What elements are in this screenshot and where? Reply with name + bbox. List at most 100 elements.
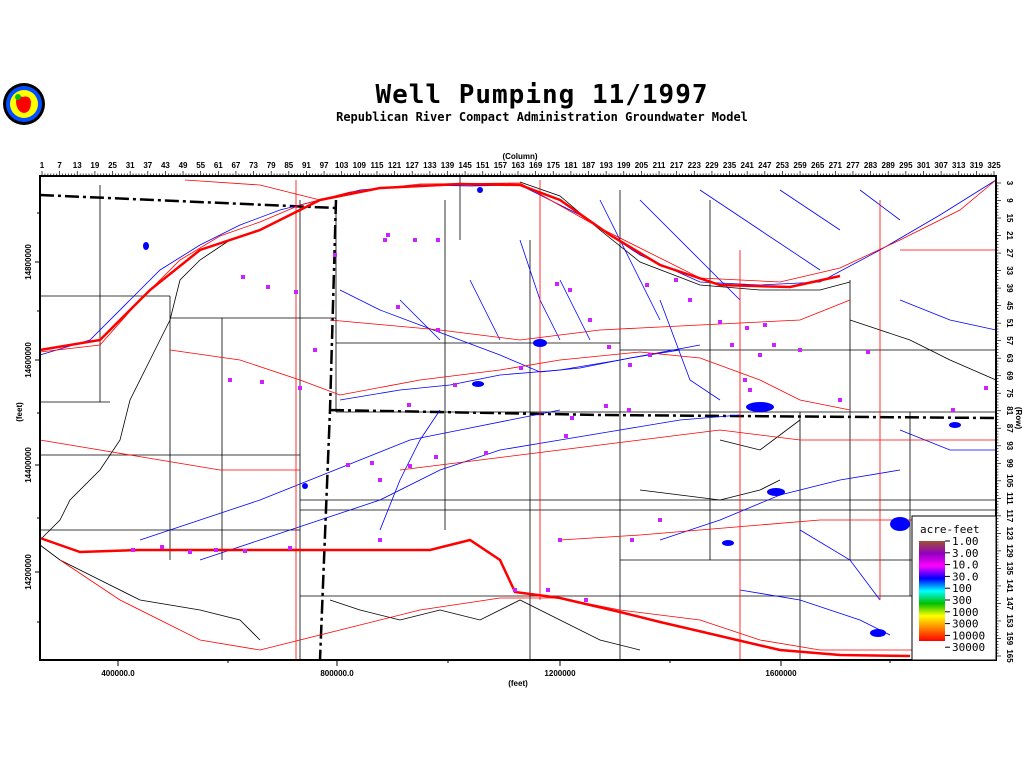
top-axis-tick-label: 31 bbox=[126, 161, 135, 170]
well-point bbox=[838, 398, 842, 402]
well-point bbox=[588, 318, 592, 322]
well-point bbox=[396, 305, 400, 309]
top-axis-tick-label: 199 bbox=[617, 161, 631, 170]
top-axis-tick-label: 181 bbox=[564, 161, 578, 170]
top-axis-tick-label: 163 bbox=[511, 161, 525, 170]
right-axis-tick-label: 135 bbox=[1005, 562, 1014, 576]
well-point bbox=[288, 546, 292, 550]
top-axis-tick-label: 253 bbox=[776, 161, 790, 170]
right-axis-tick-label: 3 bbox=[1005, 181, 1014, 186]
top-axis-tick-label: 289 bbox=[882, 161, 896, 170]
well-point bbox=[260, 380, 264, 384]
right-axis-tick-label: 33 bbox=[1005, 266, 1014, 275]
top-axis-tick-label: 223 bbox=[688, 161, 702, 170]
top-axis-tick-label: 277 bbox=[846, 161, 860, 170]
well-point bbox=[383, 238, 387, 242]
top-axis-tick-label: 37 bbox=[143, 161, 152, 170]
top-axis-tick-label: 259 bbox=[793, 161, 807, 170]
top-axis-tick-label: 85 bbox=[284, 161, 293, 170]
legend-label: 300 bbox=[952, 594, 972, 607]
well-point bbox=[555, 282, 559, 286]
right-axis-tick-label: 147 bbox=[1005, 597, 1014, 611]
top-axis-tick-label: 19 bbox=[90, 161, 99, 170]
well-point bbox=[214, 548, 218, 552]
well-point bbox=[570, 416, 574, 420]
right-axis-tick-label: 99 bbox=[1005, 459, 1014, 468]
well-point bbox=[584, 598, 588, 602]
top-axis-tick-label: 43 bbox=[161, 161, 170, 170]
legend-label: 1000 bbox=[952, 606, 979, 619]
axes: 1 7 13 19 25 31 37 43 49 55 61 67 73 79 85 91 97 103 109 11… bbox=[15, 152, 1023, 688]
well-point bbox=[188, 550, 192, 554]
top-axis-tick-label: 1 bbox=[40, 161, 45, 170]
top-axis-tick-label: 49 bbox=[179, 161, 188, 170]
top-axis-tick-label: 145 bbox=[458, 161, 472, 170]
top-axis-tick-label: 97 bbox=[320, 161, 329, 170]
well-point bbox=[546, 588, 550, 592]
top-axis-tick-label: 25 bbox=[108, 161, 117, 170]
well-point bbox=[513, 588, 517, 592]
well-point bbox=[436, 328, 440, 332]
page-title: Well Pumping 11/1997 bbox=[375, 80, 709, 110]
well-point bbox=[243, 549, 247, 553]
well-point bbox=[160, 545, 164, 549]
bottom-axis-label: (feet) bbox=[508, 679, 528, 688]
left-axis-tick-label: 14600000 bbox=[24, 342, 33, 378]
right-axis-tick-label: 129 bbox=[1005, 544, 1014, 558]
well-point bbox=[648, 353, 652, 357]
well-point bbox=[228, 378, 232, 382]
top-axis-tick-label: 157 bbox=[494, 161, 508, 170]
well-point bbox=[346, 463, 350, 467]
well-point bbox=[645, 283, 649, 287]
top-axis-tick-label: 7 bbox=[57, 161, 62, 170]
well-point bbox=[378, 538, 382, 542]
well-point bbox=[658, 518, 662, 522]
left-axis-tick-label: 14400000 bbox=[24, 447, 33, 483]
well-point bbox=[763, 323, 767, 327]
top-axis-tick-label: 121 bbox=[388, 161, 402, 170]
top-axis-tick-label: 295 bbox=[899, 161, 913, 170]
right-axis-label: (Row) bbox=[1014, 407, 1023, 430]
legend-label: 3.00 bbox=[952, 547, 979, 560]
right-axis-tick-label: 87 bbox=[1005, 424, 1014, 433]
well-point bbox=[298, 386, 302, 390]
right-axis-tick-label: 159 bbox=[1005, 632, 1014, 646]
well-point bbox=[748, 388, 752, 392]
right-axis-tick-label: 141 bbox=[1005, 579, 1014, 593]
well-point bbox=[407, 403, 411, 407]
top-axis-tick-label: 325 bbox=[987, 161, 1001, 170]
well-point bbox=[628, 363, 632, 367]
top-axis-tick-label: 307 bbox=[934, 161, 948, 170]
left-axis-tick-label: 14800000 bbox=[24, 244, 33, 280]
top-axis-tick-label: 271 bbox=[829, 161, 843, 170]
streams bbox=[39, 179, 997, 636]
right-axis-tick-label: 51 bbox=[1005, 319, 1014, 328]
well-point bbox=[688, 298, 692, 302]
county-boundaries bbox=[39, 176, 997, 660]
top-axis-tick-label: 109 bbox=[353, 161, 367, 170]
well-point bbox=[408, 464, 412, 468]
top-axis-tick-label: 169 bbox=[529, 161, 543, 170]
bottom-axis-tick-label: 1200000 bbox=[544, 669, 576, 678]
well-point bbox=[772, 343, 776, 347]
legend-label: 30000 bbox=[952, 641, 985, 654]
top-axis-tick-label: 175 bbox=[547, 161, 561, 170]
top-axis-tick-label: 79 bbox=[267, 161, 276, 170]
well-point bbox=[745, 326, 749, 330]
well-point bbox=[434, 455, 438, 459]
right-axis-tick-label: 69 bbox=[1005, 371, 1014, 380]
top-axis-tick-label: 211 bbox=[653, 161, 666, 170]
well-point bbox=[453, 383, 457, 387]
top-axis-tick-label: 217 bbox=[670, 161, 684, 170]
right-axis-tick-label: 45 bbox=[1005, 301, 1014, 310]
top-axis-tick-label: 127 bbox=[406, 161, 420, 170]
well-point bbox=[951, 408, 955, 412]
top-axis-tick-label: 139 bbox=[441, 161, 455, 170]
well-point bbox=[294, 290, 298, 294]
well-point bbox=[798, 348, 802, 352]
roads bbox=[39, 179, 997, 660]
well-point bbox=[718, 320, 722, 324]
top-axis-tick-label: 319 bbox=[970, 161, 984, 170]
well-point bbox=[984, 386, 988, 390]
right-axis-tick-label: 111 bbox=[1005, 492, 1014, 505]
